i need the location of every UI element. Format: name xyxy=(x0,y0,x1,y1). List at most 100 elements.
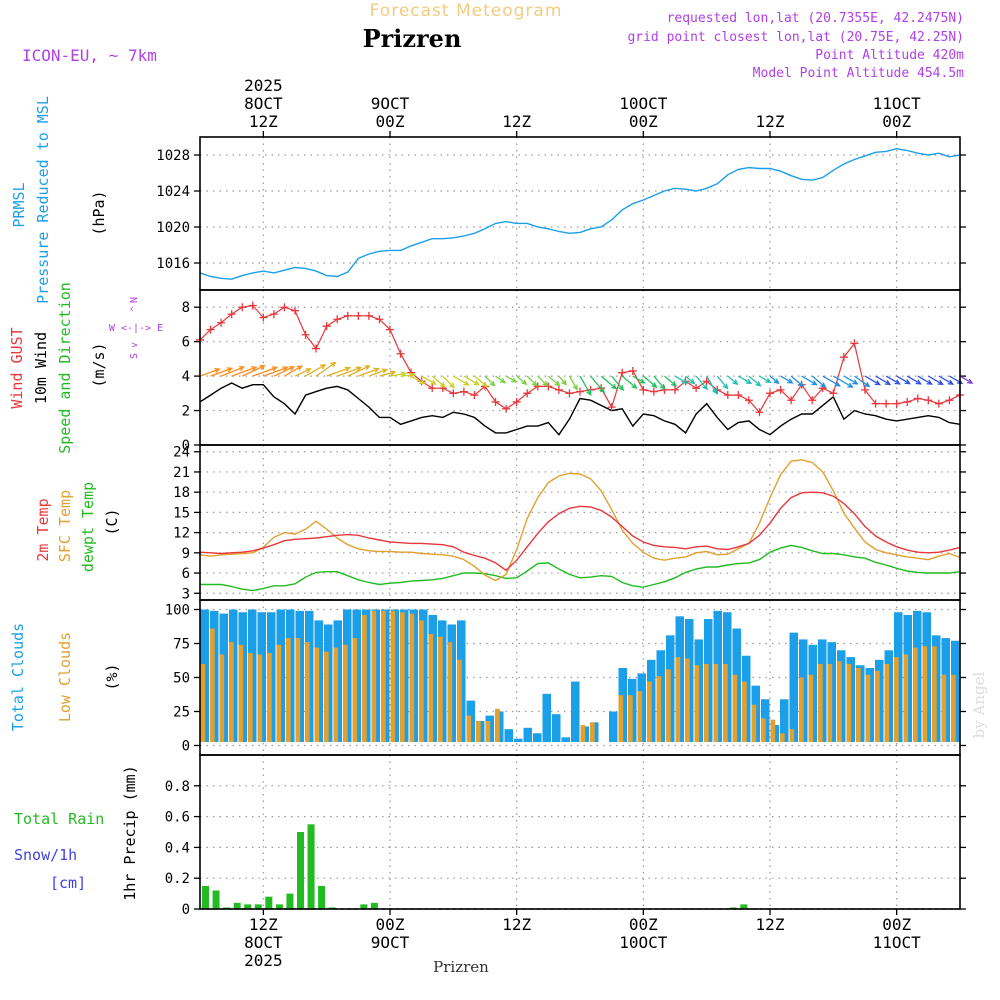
low-cloud-bar xyxy=(951,674,956,742)
low-cloud-bar xyxy=(447,642,453,742)
low-cloud-bar xyxy=(647,681,652,742)
precip-label-1: Total Rain xyxy=(14,810,104,828)
precip-label-2: Snow/1h xyxy=(14,846,77,864)
wind-direction-arrow xyxy=(284,365,304,377)
wind-direction-arrow xyxy=(843,375,859,385)
rain-bar xyxy=(740,904,748,909)
footer-location: Prizren xyxy=(433,958,489,976)
wind-direction-arrow xyxy=(875,375,892,386)
precip-panel: 0 0.2 0.4 0.6 0.8 xyxy=(165,755,966,918)
rain-bar xyxy=(370,902,378,909)
gust-marker xyxy=(618,368,627,377)
gust-marker xyxy=(343,311,352,320)
compass-we: W <-|-> E xyxy=(109,323,163,334)
model-label: ICON-EU, ~ 7km xyxy=(22,46,157,65)
top-time-label: 12Z xyxy=(249,112,278,131)
low-cloud-bar xyxy=(884,663,890,742)
low-cloud-bar xyxy=(694,665,700,742)
low-cloud-bar xyxy=(457,659,462,742)
wind-ytick-label: 4 xyxy=(182,369,190,385)
bottom-time-label: 11OCT xyxy=(873,933,922,952)
wind-label-3: Speed and Direction xyxy=(56,282,74,454)
wind-direction-arrow xyxy=(199,367,221,377)
wind-direction-arrow xyxy=(579,375,592,397)
total-cloud-bar xyxy=(504,729,513,742)
top-time-label: 2025 xyxy=(244,76,283,95)
gust-marker xyxy=(829,389,838,398)
low-cloud-bar xyxy=(903,654,909,742)
low-cloud-bar xyxy=(751,704,757,742)
gust-marker xyxy=(386,325,394,334)
wind-direction-arrow xyxy=(822,375,841,387)
gust-marker xyxy=(301,330,310,339)
wind-direction-arrow xyxy=(421,375,437,385)
gust-marker xyxy=(861,385,869,394)
low-cloud-bar xyxy=(257,654,263,742)
wind-direction-arrow xyxy=(621,375,638,389)
temp-ytick-label: 3 xyxy=(182,586,190,602)
low-cloud-bar xyxy=(428,633,434,742)
sfc-temp-line xyxy=(199,459,961,582)
wind-direction-arrow xyxy=(379,370,397,377)
temp-panel: 3 6 9 12 15 18 21 24 xyxy=(173,445,966,602)
bottom-time-label: 2025 xyxy=(244,951,283,970)
top-time-label: 00Z xyxy=(376,112,405,131)
low-cloud-bar xyxy=(400,612,405,742)
wind-direction-arrow xyxy=(906,375,922,385)
low-cloud-bar xyxy=(219,654,225,742)
low-cloud-bar xyxy=(343,644,348,742)
low-cloud-bar xyxy=(846,663,852,742)
wind-direction-arrow xyxy=(495,375,507,384)
wind-unit: (m/s) xyxy=(90,342,108,387)
gust-line xyxy=(199,304,961,414)
gust-marker xyxy=(565,389,574,398)
gust-marker xyxy=(744,396,753,405)
bottom-time-label: 00Z xyxy=(882,915,911,934)
wind-direction-arrow xyxy=(252,366,279,377)
bottom-time-label: 12Z xyxy=(502,915,531,934)
wind-direction-arrow xyxy=(463,375,480,386)
low-cloud-bar xyxy=(371,610,377,742)
pressure-unit: (hPa) xyxy=(90,190,108,235)
wind-direction-arrow xyxy=(516,375,528,386)
bottom-time-label: 10OCT xyxy=(619,933,668,952)
gust-marker xyxy=(544,382,553,391)
top-time-label: 8OCT xyxy=(244,94,283,113)
wind-ytick-label: 0 xyxy=(182,438,190,454)
wind-direction-arrow xyxy=(305,364,327,377)
wind-direction-arrow xyxy=(358,367,380,377)
gust-marker xyxy=(291,306,299,315)
pressure-label-2: Pressure Reduced to MSL xyxy=(34,96,52,304)
total-cloud-bar xyxy=(571,681,580,742)
gust-marker xyxy=(428,384,437,393)
wind-direction-arrow xyxy=(537,375,549,387)
cloud-label-1: Total Clouds xyxy=(9,623,27,731)
cloud-frame xyxy=(199,599,961,756)
low-cloud-bar xyxy=(827,663,833,742)
low-cloud-bar xyxy=(333,647,339,742)
gust-marker xyxy=(269,310,278,319)
low-cloud-bar xyxy=(419,620,424,742)
gust-marker xyxy=(787,396,796,405)
wind-direction-arrow xyxy=(664,375,678,387)
temp-ytick-label: 21 xyxy=(173,465,190,481)
low-cloud-bar xyxy=(637,691,643,742)
top-time-label: 11OCT xyxy=(873,94,922,113)
wind-direction-arrow xyxy=(526,375,538,387)
low-cloud-bar xyxy=(286,638,291,742)
top-time-label: 00Z xyxy=(882,112,911,131)
gust-marker xyxy=(576,387,584,396)
low-cloud-bar xyxy=(856,667,861,742)
rain-bar xyxy=(233,902,241,909)
wind-direction-arrow xyxy=(368,368,389,377)
low-cloud-bar xyxy=(761,718,766,742)
low-cloud-bar xyxy=(656,676,662,742)
wind-direction-arrow xyxy=(642,375,658,388)
wind-direction-arrow xyxy=(854,375,871,388)
gust-marker xyxy=(649,387,658,396)
low-cloud-bar xyxy=(770,719,776,742)
wind-direction-arrow xyxy=(801,375,818,386)
wind-direction-arrow xyxy=(706,375,718,395)
